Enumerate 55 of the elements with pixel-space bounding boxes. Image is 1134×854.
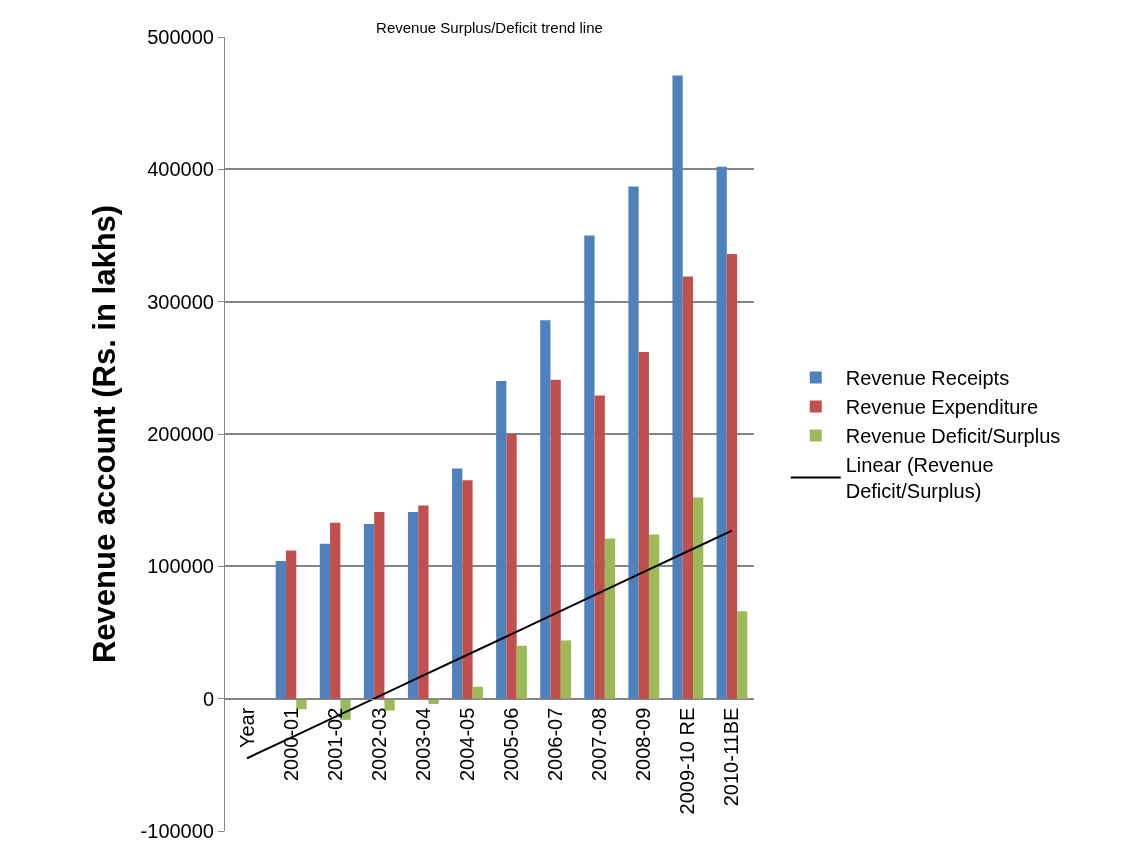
x-tick-label: 2007-08 xyxy=(588,707,611,782)
bar xyxy=(330,522,341,699)
x-tick-label: 2001-02 xyxy=(323,707,346,782)
bar xyxy=(693,497,704,699)
y-axis-title: Revenue account (Rs. in lakhs) xyxy=(87,204,123,664)
bar xyxy=(363,523,375,699)
bar xyxy=(648,534,660,699)
bar xyxy=(716,166,727,699)
bar xyxy=(285,550,297,699)
bar xyxy=(540,320,551,699)
bar xyxy=(506,434,517,699)
y-tick-label: 0 xyxy=(202,687,214,710)
x-tick-label: 2003-04 xyxy=(411,707,434,782)
bar xyxy=(604,538,616,699)
bar xyxy=(496,381,507,699)
legend-label: Linear (Revenue Deficit/Surplus) xyxy=(845,454,994,503)
x-tick-label: 2005-06 xyxy=(500,707,523,782)
bar xyxy=(462,480,473,699)
bar xyxy=(407,512,419,699)
legend-label: Revenue Expenditure xyxy=(845,396,1039,419)
bar xyxy=(319,543,331,699)
bar xyxy=(628,186,639,699)
x-tick-label: 2006-07 xyxy=(544,707,567,782)
y-tick-label: 200000 xyxy=(147,423,214,445)
bar xyxy=(452,468,463,699)
x-tick-label: 2008-09 xyxy=(632,707,655,782)
y-tick-label: 400000 xyxy=(147,158,214,181)
y-tick-label: 100000 xyxy=(147,555,214,578)
bar xyxy=(472,686,483,699)
x-tick-label: 2004-05 xyxy=(455,707,478,782)
x-tick-label: Year xyxy=(235,707,258,749)
bar xyxy=(682,276,694,699)
y-tick-label: 500000 xyxy=(147,26,214,48)
bar xyxy=(672,75,683,699)
bar xyxy=(516,645,527,699)
y-tick-label: -100000 xyxy=(140,820,214,842)
bar xyxy=(584,235,595,699)
bar xyxy=(726,254,738,699)
legend-label: Revenue Deficit/Surplus xyxy=(845,425,1061,448)
bar xyxy=(550,379,561,699)
bar xyxy=(275,561,286,699)
bar xyxy=(594,395,605,699)
y-tick-label: 300000 xyxy=(147,290,214,313)
chart-title: Revenue Surplus/Deficit trend line xyxy=(376,18,603,36)
bar xyxy=(384,698,395,711)
bar xyxy=(418,505,429,699)
bar xyxy=(737,611,748,699)
x-tick-label: 2009-10 RE xyxy=(676,707,699,815)
legend-label: Revenue Receipts xyxy=(845,367,1010,390)
bar xyxy=(638,351,649,699)
x-tick-label: 2000-01 xyxy=(279,707,302,782)
bar xyxy=(560,640,572,699)
x-tick-label: 2010-11BE xyxy=(720,707,743,807)
bar xyxy=(374,512,385,699)
x-tick-label: 2002-03 xyxy=(367,707,390,782)
